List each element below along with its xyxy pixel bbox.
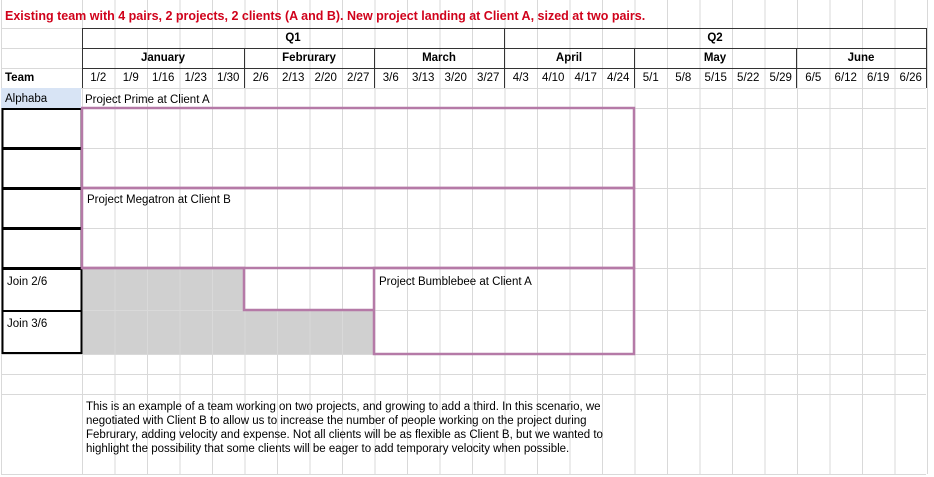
pair-box bbox=[1, 148, 83, 189]
week-header-cell[interactable]: 3/6 bbox=[382, 72, 399, 84]
week-header-cell[interactable]: 5/15 bbox=[704, 72, 727, 84]
week-header-cell[interactable]: 5/1 bbox=[642, 72, 659, 84]
megatron-extension-border bbox=[82, 266, 374, 312]
week-header-cell[interactable]: 1/16 bbox=[152, 72, 175, 84]
month-may-header[interactable]: May bbox=[703, 52, 727, 64]
week-header-cell[interactable]: 6/5 bbox=[805, 72, 822, 84]
week-header-cell[interactable]: 2/20 bbox=[314, 72, 337, 84]
week-header-cell[interactable]: 6/12 bbox=[834, 72, 857, 84]
project-megatron-box bbox=[80, 186, 636, 270]
pair-box bbox=[1, 228, 83, 269]
week-header-cell[interactable]: 2/13 bbox=[282, 72, 305, 84]
sheet-title: Existing team with 4 pairs, 2 projects, … bbox=[5, 9, 646, 23]
join-label-3-6[interactable]: Join 3/6 bbox=[7, 318, 48, 330]
week-header-cell[interactable]: 4/3 bbox=[512, 72, 529, 84]
pair-box bbox=[1, 310, 83, 354]
week-header-cell[interactable]: 3/27 bbox=[477, 72, 500, 84]
week-header-cell[interactable]: 2/27 bbox=[347, 72, 370, 84]
project-bumblebee-box bbox=[372, 266, 636, 356]
week-header-cell[interactable]: 2/6 bbox=[252, 72, 269, 84]
project-prime-label[interactable]: Project Prime at Client A bbox=[85, 94, 210, 106]
week-header-cell[interactable]: 4/10 bbox=[542, 72, 565, 84]
week-header-cell[interactable]: 1/2 bbox=[90, 72, 107, 84]
week-header-cell[interactable]: 3/20 bbox=[444, 72, 467, 84]
project-bumblebee-label[interactable]: Project Bumblebee at Client A bbox=[379, 276, 532, 288]
month-january-header[interactable]: January bbox=[140, 52, 186, 64]
week-header-cell[interactable]: 1/9 bbox=[122, 72, 139, 84]
quarter-q1-header[interactable]: Q1 bbox=[285, 32, 301, 44]
team-name: Alphaba bbox=[5, 93, 48, 105]
team-name-cell[interactable] bbox=[1, 88, 81, 108]
pair-box bbox=[1, 188, 83, 229]
pair-box bbox=[1, 108, 83, 149]
project-megatron-label[interactable]: Project Megatron at Client B bbox=[87, 194, 231, 206]
join-label-2-6[interactable]: Join 2/6 bbox=[7, 276, 48, 288]
week-header-cell[interactable]: 6/26 bbox=[899, 72, 922, 84]
team-column-header[interactable]: Team bbox=[5, 72, 35, 84]
scenario-note[interactable]: This is an example of a team working on … bbox=[86, 401, 603, 455]
week-header-cell[interactable]: 1/23 bbox=[184, 72, 207, 84]
month-june-header[interactable]: June bbox=[847, 52, 875, 64]
week-header-cell[interactable]: 3/13 bbox=[412, 72, 435, 84]
week-header-cell[interactable]: 5/29 bbox=[769, 72, 792, 84]
quarter-q2-header[interactable]: Q2 bbox=[707, 32, 723, 44]
week-header-cell[interactable]: 1/30 bbox=[217, 72, 240, 84]
month-april-header[interactable]: April bbox=[555, 52, 583, 64]
week-header-cell[interactable]: 5/22 bbox=[737, 72, 760, 84]
month-march-header[interactable]: March bbox=[422, 52, 456, 64]
month-february-header[interactable]: Februrary bbox=[282, 52, 336, 64]
week-header-cell[interactable]: 4/17 bbox=[574, 72, 597, 84]
week-header-cell[interactable]: 5/8 bbox=[675, 72, 692, 84]
week-header-cell[interactable]: 6/19 bbox=[867, 72, 890, 84]
week-header-cell[interactable]: 4/24 bbox=[607, 72, 630, 84]
